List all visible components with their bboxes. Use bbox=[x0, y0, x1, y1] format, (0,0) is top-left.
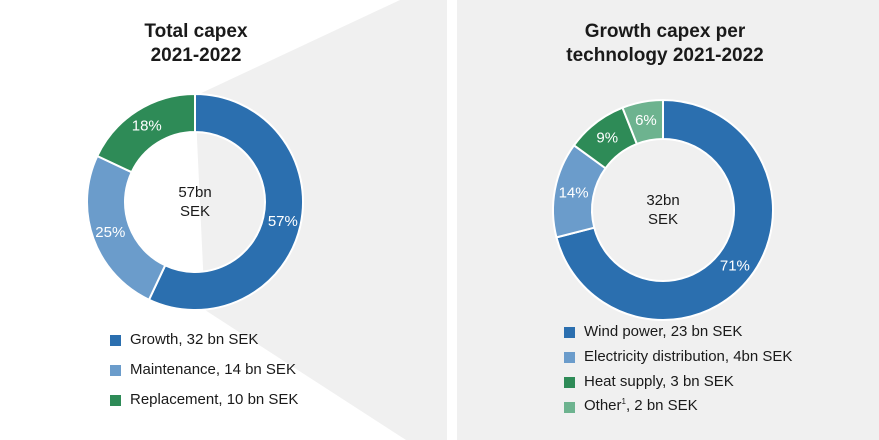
legend-item-wind-power: Wind power, 23 bn SEK bbox=[564, 322, 792, 342]
right-legend: Wind power, 23 bn SEK Electricity distri… bbox=[564, 322, 792, 422]
slice-label-electricity-distribution: 14% bbox=[559, 184, 589, 201]
donut-center-line-1: 57bn bbox=[178, 184, 211, 201]
left-title-line-1: Total capex bbox=[144, 21, 248, 42]
donut-slice-growth bbox=[147, 92, 304, 311]
legend-swatch-maintenance bbox=[110, 364, 121, 376]
legend-item-heat-supply: Heat supply, 3 bn SEK bbox=[564, 372, 792, 392]
legend-label-maintenance: Maintenance, 14 bn SEK bbox=[130, 361, 296, 378]
legend-swatch-heat-supply bbox=[564, 376, 575, 388]
right-title-line-2: technology 2021-2022 bbox=[566, 45, 764, 66]
donut-center-line-2: SEK bbox=[180, 203, 210, 220]
expansion-band bbox=[195, 0, 447, 440]
left-legend: Growth, 32 bn SEK Maintenance, 14 bn SEK… bbox=[110, 330, 298, 420]
legend-item-growth: Growth, 32 bn SEK bbox=[110, 330, 298, 350]
left-chart-title: Total capex 2021-2022 bbox=[96, 20, 296, 68]
slice-label-replacement: 18% bbox=[132, 118, 162, 135]
donut-slice-other bbox=[621, 98, 664, 146]
legend-label-wind-power: Wind power, 23 bn SEK bbox=[584, 323, 743, 340]
legend-swatch-wind-power bbox=[564, 326, 575, 338]
donut-center-line-2: SEK bbox=[648, 211, 678, 228]
legend-label-other-text: Other bbox=[584, 397, 622, 414]
legend-item-maintenance: Maintenance, 14 bn SEK bbox=[110, 360, 298, 380]
legend-swatch-replacement bbox=[110, 394, 121, 406]
slice-label-maintenance: 25% bbox=[95, 224, 125, 241]
legend-label-electricity-distribution: Electricity distribution, 4bn SEK bbox=[584, 348, 793, 365]
donut-slice-wind-power bbox=[555, 98, 774, 321]
slice-label-heat-supply: 9% bbox=[596, 130, 618, 147]
legend-swatch-growth bbox=[110, 334, 121, 346]
legend-swatch-electricity-distribution bbox=[564, 351, 575, 363]
donut-slice-replacement bbox=[95, 92, 196, 174]
legend-item-electricity-distribution: Electricity distribution, 4bn SEK bbox=[564, 347, 792, 367]
slice-label-wind-power: 71% bbox=[720, 257, 750, 274]
footnote-marker: 1 bbox=[621, 397, 626, 406]
legend-item-replacement: Replacement, 10 bn SEK bbox=[110, 390, 298, 410]
slice-label-other: 6% bbox=[635, 112, 657, 129]
slice-label-growth: 57% bbox=[268, 213, 298, 230]
legend-swatch-other bbox=[564, 401, 575, 413]
right-panel-background bbox=[457, 0, 879, 440]
right-chart-title: Growth capex per technology 2021-2022 bbox=[515, 20, 815, 68]
legend-label-replacement: Replacement, 10 bn SEK bbox=[130, 391, 299, 408]
legend-item-other: Other1, 2 bn SEK bbox=[564, 397, 792, 417]
legend-label-other-suffix: , 2 bn SEK bbox=[625, 397, 698, 414]
legend-label-growth: Growth, 32 bn SEK bbox=[130, 331, 259, 348]
right-title-line-1: Growth capex per bbox=[584, 21, 746, 42]
donut-center-line-1: 32bn bbox=[646, 192, 679, 209]
legend-label-heat-supply: Heat supply, 3 bn SEK bbox=[584, 373, 734, 390]
legend-label-other: Other1, 2 bn SEK bbox=[584, 396, 698, 418]
left-title-line-2: 2021-2022 bbox=[150, 45, 242, 66]
